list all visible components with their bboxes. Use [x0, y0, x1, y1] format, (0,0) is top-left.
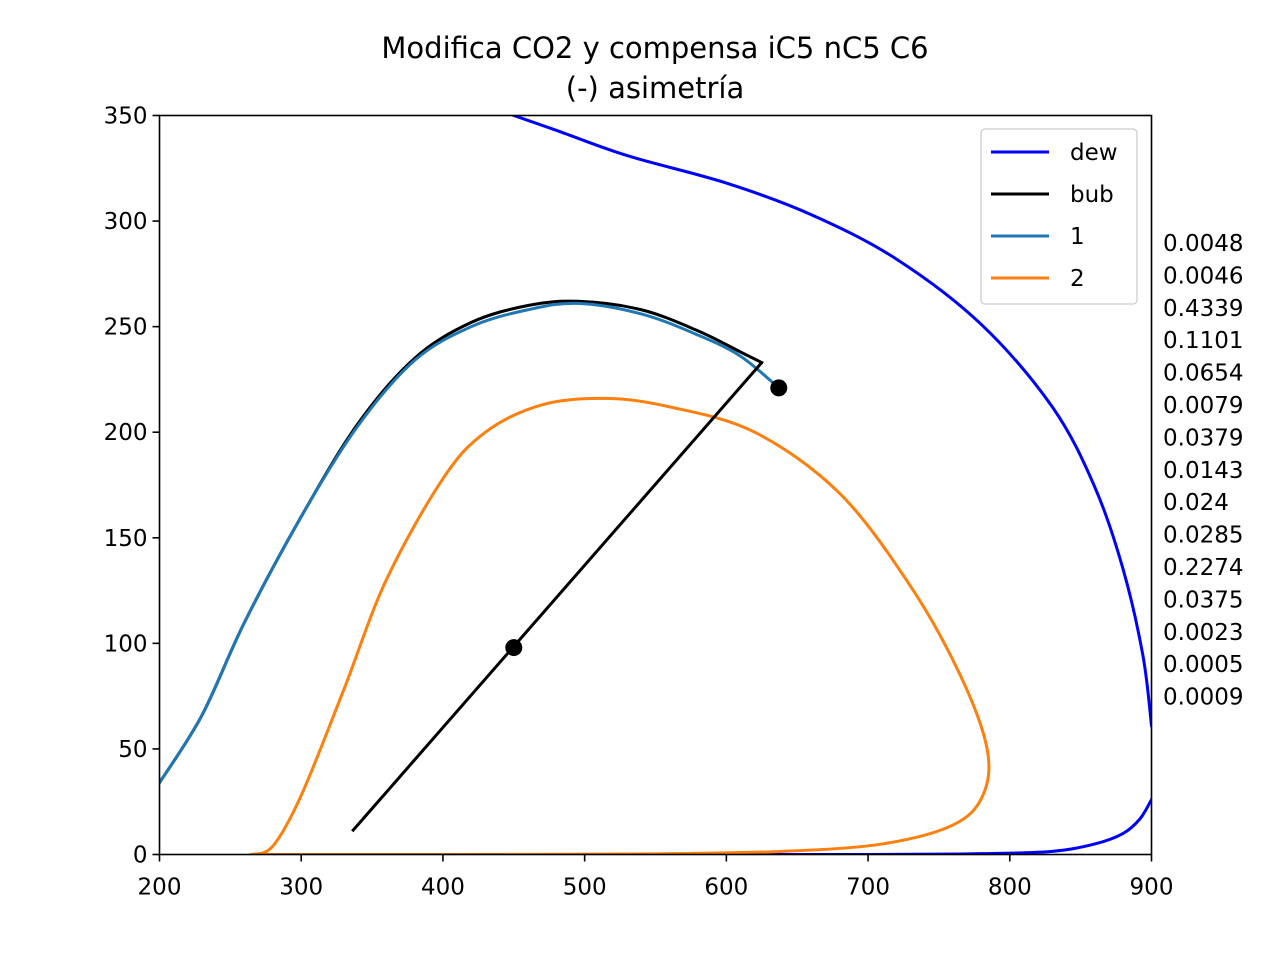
marker-layer: [505, 379, 788, 657]
y-tick-label: 250: [104, 315, 148, 341]
x-tick-label: 200: [138, 875, 182, 901]
composition-value: 0.0079: [1163, 393, 1243, 419]
composition-value: 0.4339: [1163, 296, 1243, 322]
composition-value: 0.0143: [1163, 458, 1243, 484]
y-tick-label: 100: [104, 631, 148, 657]
legend-label-1: 1: [1070, 224, 1085, 250]
legend-box: [980, 128, 1138, 305]
y-tick-label: 50: [118, 737, 147, 763]
legend: dew bub 1 2: [980, 128, 1138, 305]
x-tick-label: 900: [1130, 875, 1174, 901]
series-bub-line: [159, 299, 764, 785]
x-tick-label: 300: [279, 875, 323, 901]
x-tick-label: 600: [704, 875, 748, 901]
composition-value: 0.2274: [1163, 555, 1243, 581]
series-2-line: [249, 396, 991, 855]
composition-value: 0.024: [1163, 490, 1229, 516]
y-tick-label: 350: [104, 104, 148, 130]
y-tick-label: 300: [104, 209, 148, 235]
legend-label-bub: bub: [1070, 182, 1114, 208]
composition-value: 0.0654: [1163, 361, 1243, 387]
series-layer: [159, 115, 1152, 855]
composition-value: 0.0046: [1163, 263, 1243, 289]
x-tick-label: 800: [988, 875, 1032, 901]
chart-subtitle: (-) asimetría: [566, 71, 744, 105]
x-axis: 200 300 400 500 600 700 800 900: [138, 854, 1174, 901]
composition-value: 0.0009: [1163, 685, 1243, 711]
composition-value: 0.0379: [1163, 425, 1243, 451]
legend-label-2: 2: [1070, 266, 1085, 292]
legend-entries: dew bub 1 2: [991, 140, 1118, 292]
composition-value: 0.0023: [1163, 620, 1243, 646]
x-tick-label: 700: [846, 875, 890, 901]
series-dew-line-2: [313, 797, 1152, 855]
tie-line: [351, 361, 763, 833]
y-tick-label: 0: [133, 843, 148, 869]
data-marker-2: [770, 379, 788, 397]
series-1-line: [159, 301, 781, 785]
composition-value: 0.0005: [1163, 652, 1243, 678]
legend-label-dew: dew: [1070, 140, 1118, 166]
y-tick-label: 200: [104, 420, 148, 446]
composition-values: 0.0048 0.0046 0.4339 0.1101 0.0654 0.0079 0.03…: [1163, 231, 1243, 711]
series-dew-line-1: [511, 115, 1152, 728]
y-tick-label: 150: [104, 526, 148, 552]
plot-frame: [158, 114, 1153, 856]
chart-title: Modifica CO2 y compensa iC5 nC5 C6: [381, 31, 928, 65]
x-tick-label: 500: [563, 875, 607, 901]
x-tick-label: 400: [421, 875, 465, 901]
data-marker-1: [505, 639, 523, 657]
y-axis: 0 50 100 150 200 250 300 350: [104, 104, 160, 869]
composition-value: 0.0285: [1163, 523, 1243, 549]
composition-value: 0.1101: [1163, 328, 1243, 354]
composition-value: 0.0048: [1163, 231, 1243, 257]
composition-value: 0.0375: [1163, 587, 1243, 613]
